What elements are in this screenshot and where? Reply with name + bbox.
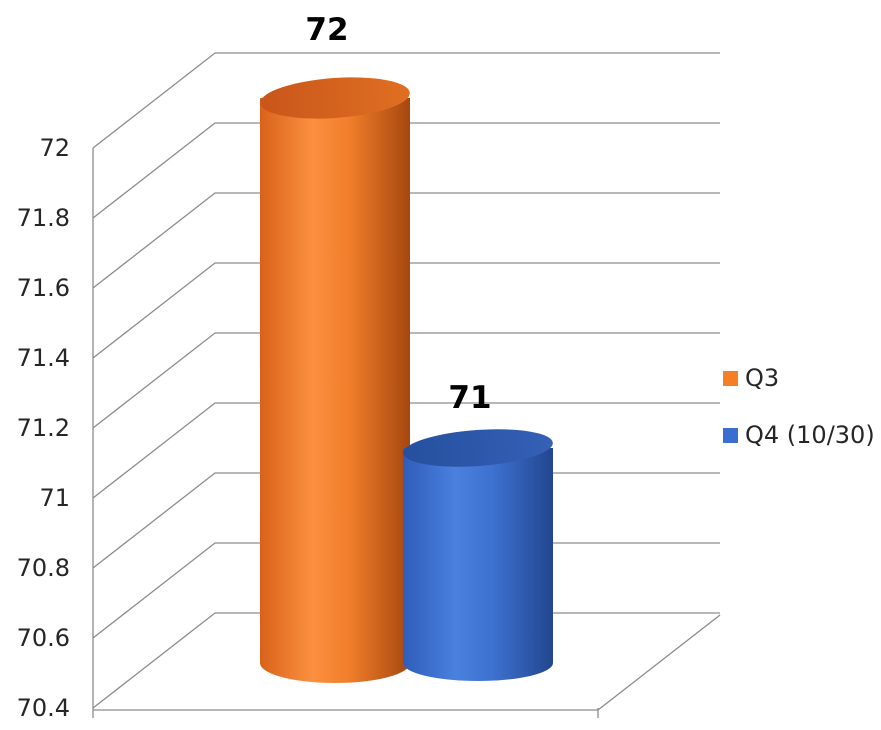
gridline [92, 192, 720, 289]
floor-right-edge [597, 614, 721, 711]
y-tick-label: 71.4 [17, 344, 70, 372]
gridline [92, 52, 720, 149]
bar-q3-body [260, 98, 410, 683]
legend-swatch [723, 371, 738, 386]
y-tick-label: 71.2 [17, 414, 70, 442]
y-axis-tick-labels: 70.4 70.6 70.8 71 71.2 71.4 71.6 71.8 72 [17, 134, 70, 722]
bar-q4 [403, 429, 553, 681]
legend: Q3 Q4 (10/30) [723, 364, 875, 449]
y-tick-label: 71.6 [17, 274, 70, 302]
y-tick-label: 70.6 [17, 624, 70, 652]
legend-label: Q3 [745, 364, 779, 392]
gridline [92, 332, 720, 429]
y-tick-label: 70.4 [17, 694, 70, 722]
y-tick-label: 71.8 [17, 204, 70, 232]
gridlines [92, 52, 721, 718]
bar-q4-body [403, 448, 553, 681]
bar-q4-top [403, 429, 553, 467]
legend-item: Q3 [723, 364, 779, 392]
data-label: 72 [305, 12, 348, 48]
bar-q3-top [260, 77, 410, 119]
legend-item: Q4 (10/30) [723, 421, 875, 449]
legend-swatch [723, 428, 738, 443]
gridline [92, 262, 720, 359]
legend-label: Q4 (10/30) [745, 421, 875, 449]
y-tick-label: 71 [39, 484, 70, 512]
y-tick-label: 72 [39, 134, 70, 162]
y-tick-label: 70.8 [17, 554, 70, 582]
gridline [92, 402, 720, 499]
data-labels: 72 71 [305, 12, 491, 416]
gridline [92, 122, 720, 219]
bars [260, 77, 553, 683]
data-label: 71 [448, 380, 491, 416]
bar-q3 [260, 77, 410, 683]
